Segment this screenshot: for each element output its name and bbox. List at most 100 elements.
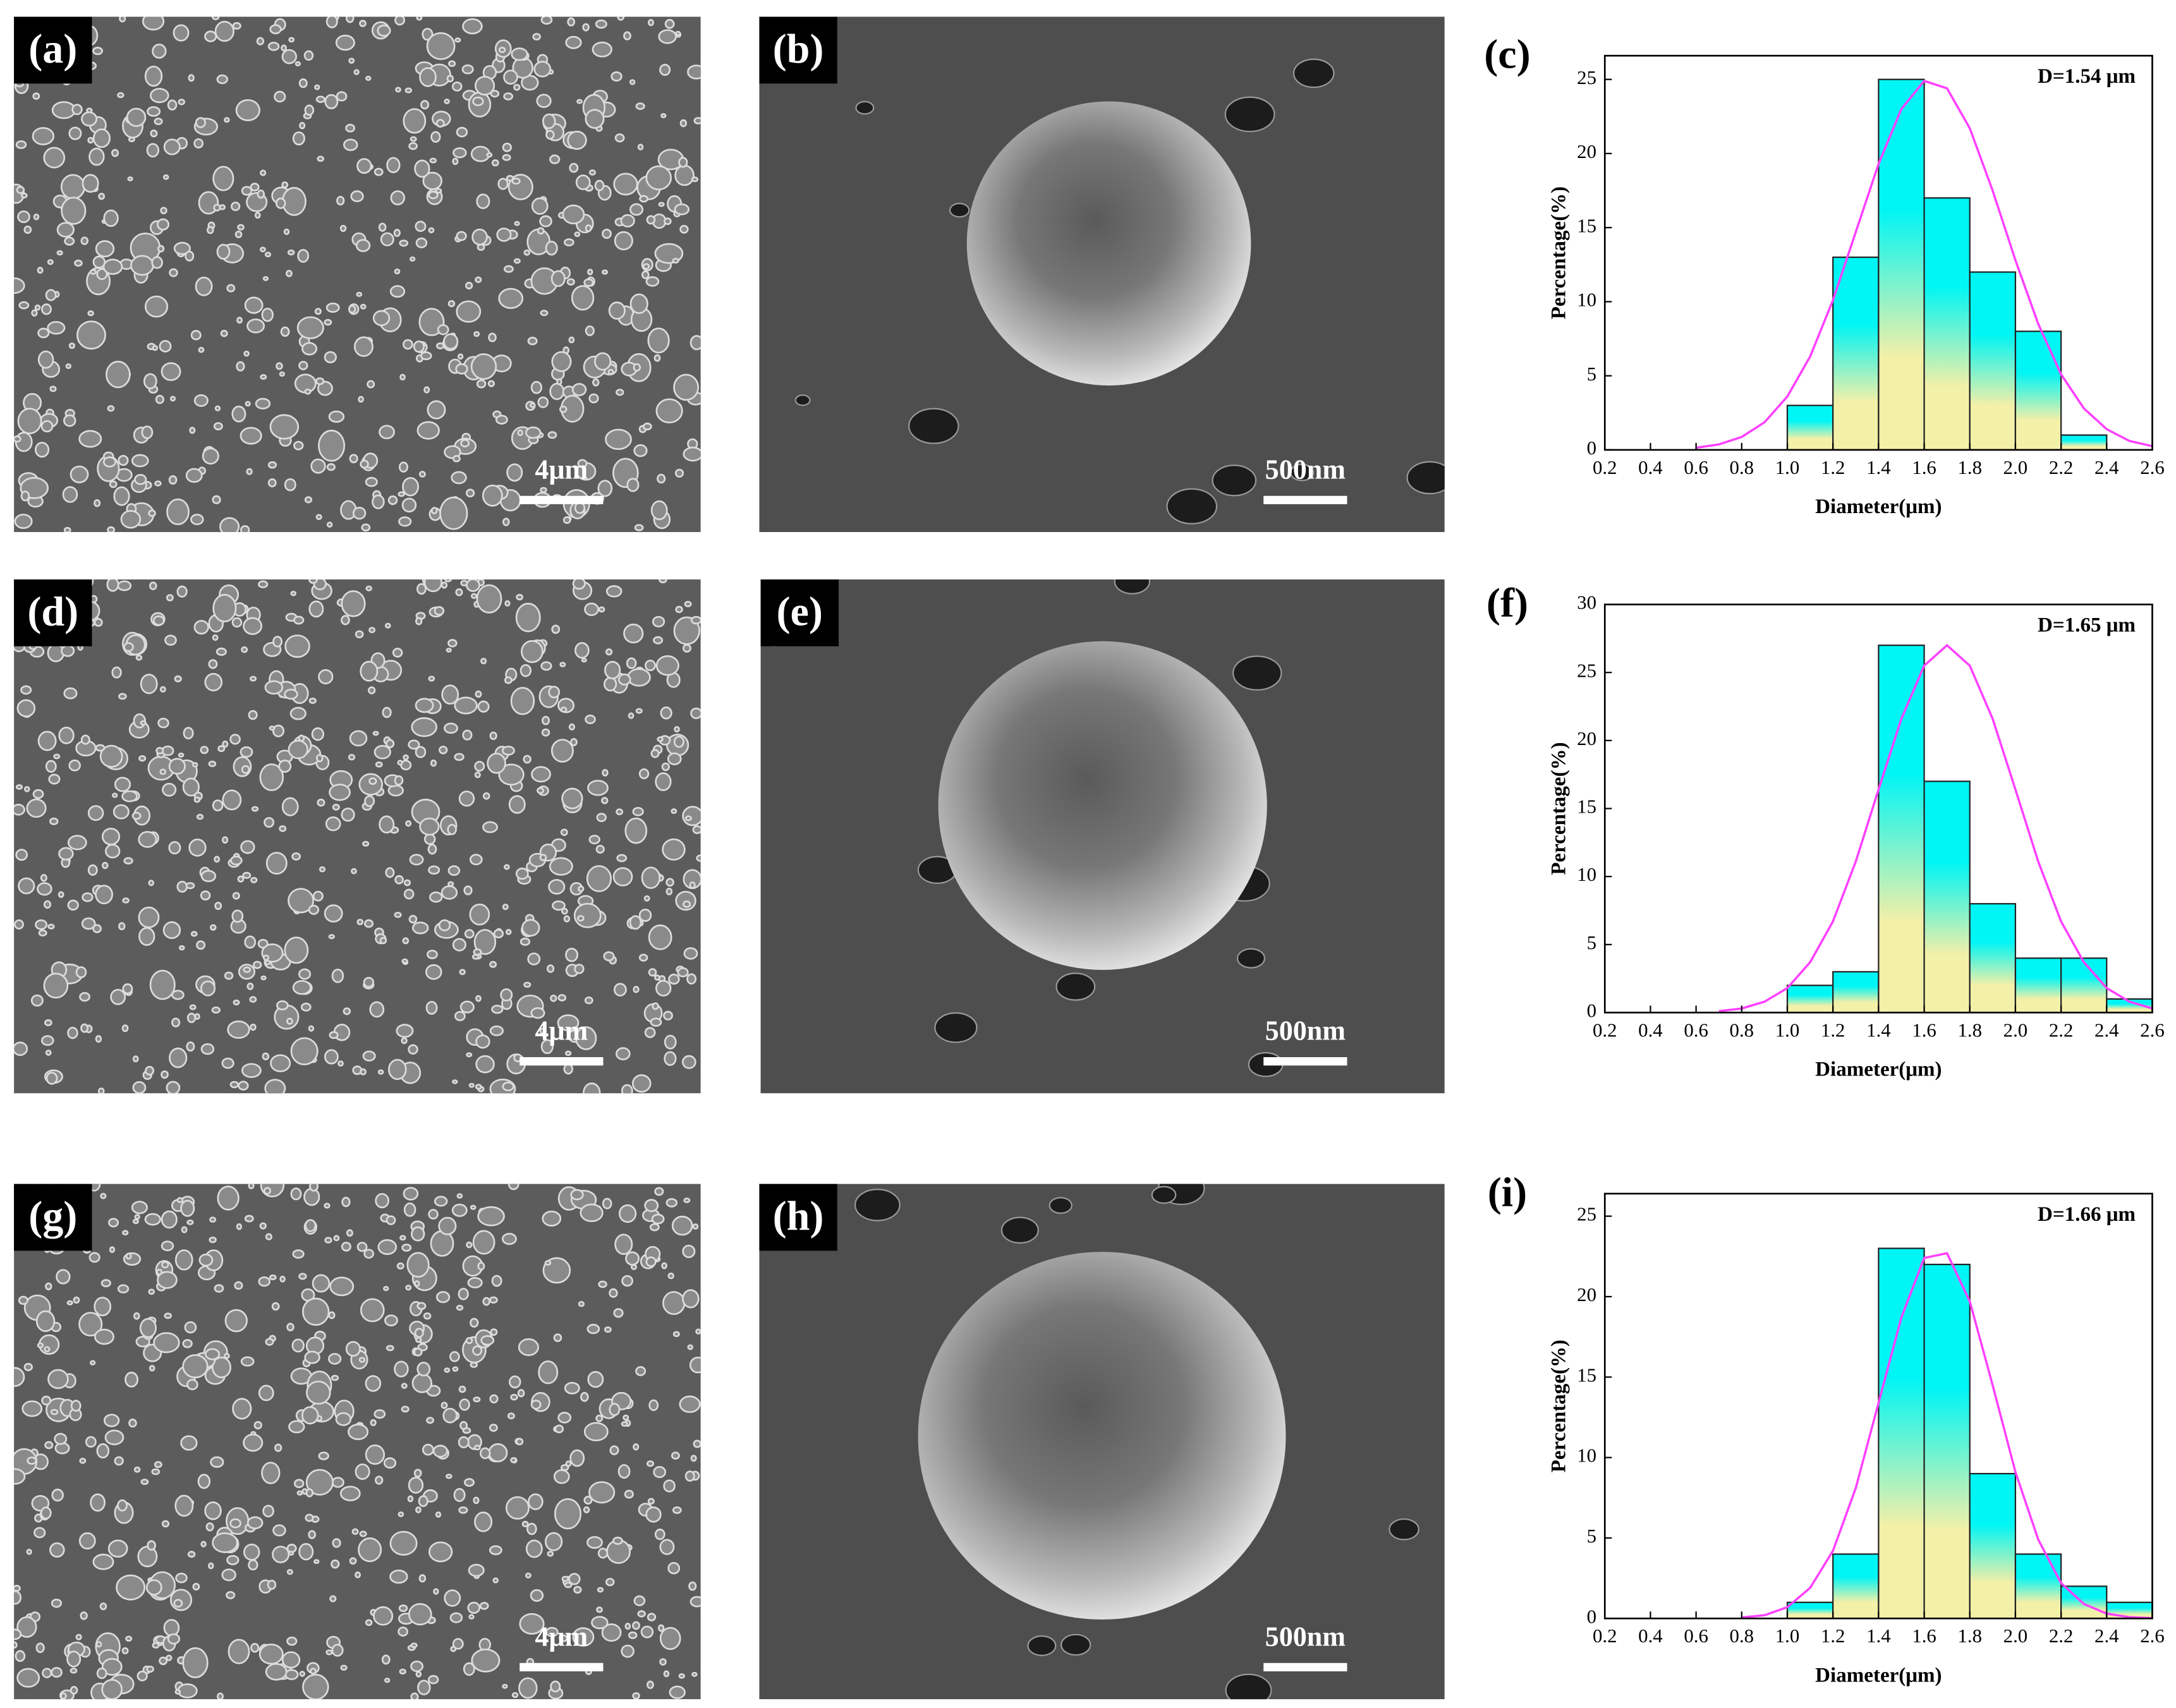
particle <box>384 622 391 629</box>
particle <box>349 454 358 464</box>
particle <box>358 1357 366 1363</box>
particle <box>447 881 454 887</box>
particle <box>510 1393 518 1401</box>
x-tick-label: 0.6 <box>1684 457 1708 478</box>
particle <box>525 1539 543 1558</box>
particle <box>188 839 207 857</box>
particle <box>286 1017 293 1025</box>
particle <box>508 1184 520 1190</box>
particle <box>549 382 565 401</box>
particle <box>479 1602 489 1610</box>
particle <box>575 174 591 190</box>
particle <box>493 929 504 939</box>
annotation: D=1.54 μm <box>2038 65 2136 88</box>
particle <box>428 227 435 234</box>
particle <box>200 869 217 883</box>
particle <box>131 454 149 468</box>
x-tick-label: 0.4 <box>1638 457 1663 478</box>
particle <box>526 1522 537 1535</box>
particle <box>117 1284 130 1293</box>
particle <box>180 1199 195 1217</box>
particle <box>308 579 318 584</box>
particle <box>304 104 315 116</box>
particle <box>418 1495 429 1507</box>
particle <box>632 807 644 816</box>
particle <box>217 1185 240 1211</box>
particle <box>117 92 125 99</box>
particle <box>690 1596 701 1608</box>
particle <box>288 37 295 43</box>
scale-bar-label: 4μm <box>535 454 588 485</box>
particle <box>214 21 234 42</box>
particle <box>495 415 508 425</box>
particle <box>159 686 166 693</box>
particle <box>240 427 262 445</box>
particle <box>544 1532 563 1551</box>
hole <box>1212 464 1257 497</box>
particle <box>101 861 109 869</box>
particle <box>422 1443 434 1456</box>
particle <box>38 929 47 936</box>
particle <box>89 269 97 275</box>
particle <box>276 362 283 370</box>
particle <box>480 1335 495 1346</box>
particle <box>377 24 391 37</box>
particle <box>683 947 698 960</box>
particle <box>605 428 632 451</box>
particle <box>650 749 660 758</box>
particle <box>562 516 571 524</box>
particle <box>568 1573 581 1585</box>
particle <box>94 1297 112 1317</box>
hole <box>1166 488 1218 524</box>
particle <box>134 474 147 485</box>
particle <box>286 1568 293 1575</box>
particle <box>155 394 165 404</box>
particle <box>259 1222 267 1230</box>
particle <box>416 421 440 440</box>
particle <box>482 792 490 800</box>
particle <box>432 1445 448 1458</box>
particle <box>173 24 190 42</box>
particle <box>674 468 684 478</box>
particle <box>40 874 47 882</box>
particle <box>348 1424 369 1441</box>
particle <box>102 258 123 276</box>
particle <box>614 231 633 251</box>
hole <box>1055 972 1096 1001</box>
particle <box>470 593 478 599</box>
particle <box>486 152 493 158</box>
particle <box>545 240 558 256</box>
particle <box>415 221 427 233</box>
particle <box>585 109 605 129</box>
particle <box>200 746 209 754</box>
particle <box>359 20 367 27</box>
particle <box>188 74 195 82</box>
particle <box>563 238 574 246</box>
particle <box>40 303 52 315</box>
particle <box>414 159 430 178</box>
particle <box>221 836 229 844</box>
particle <box>695 1328 701 1335</box>
hole <box>949 202 970 218</box>
particle <box>682 1244 696 1258</box>
particle <box>407 1495 414 1503</box>
particle <box>157 717 169 729</box>
particle <box>380 232 394 246</box>
bar <box>1969 1472 2017 1620</box>
particle <box>152 1642 160 1649</box>
particle <box>456 300 482 323</box>
particle <box>585 714 596 725</box>
particle <box>278 760 292 773</box>
particle <box>120 510 142 529</box>
particle <box>539 854 547 861</box>
particle <box>148 509 156 518</box>
particle <box>472 96 484 106</box>
particle <box>346 1229 353 1237</box>
particle <box>212 634 219 641</box>
particle <box>96 1668 107 1680</box>
bar <box>2060 434 2108 451</box>
particle <box>474 1511 493 1532</box>
particle <box>37 882 52 896</box>
particle <box>633 363 641 372</box>
particle <box>128 136 135 142</box>
